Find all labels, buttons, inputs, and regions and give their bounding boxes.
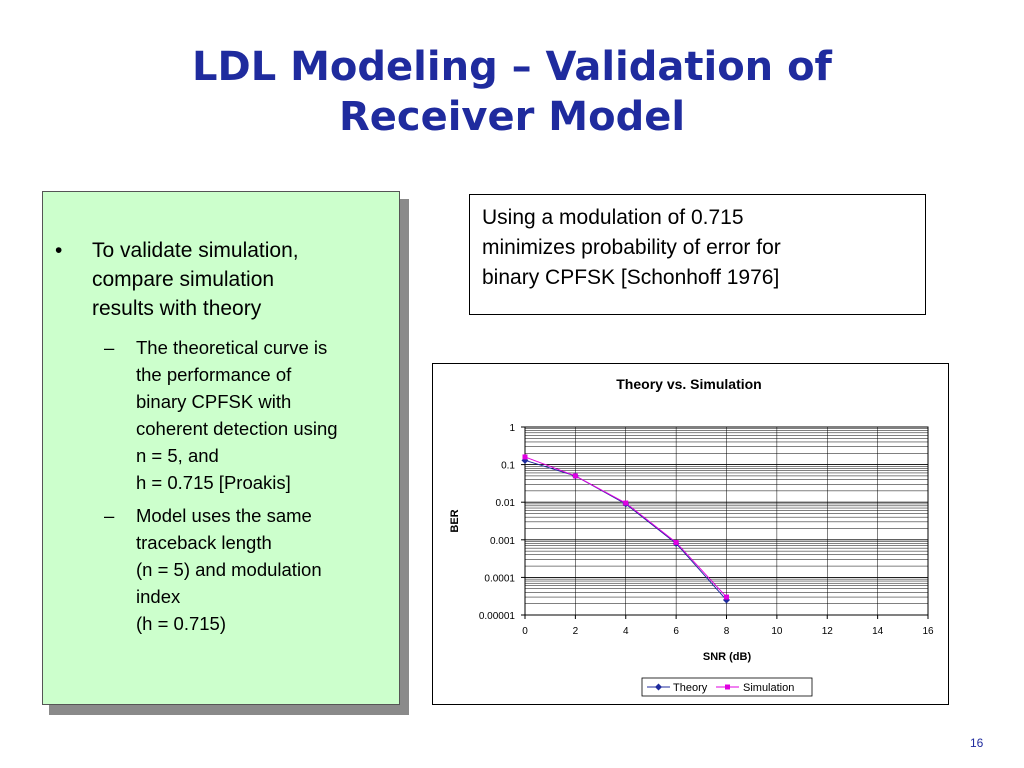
main-bullet-line: compare simulation — [92, 268, 275, 291]
legend-simulation-label: Simulation — [743, 682, 794, 694]
data-point-simulation — [673, 539, 679, 545]
legend: Theory Simulation — [641, 677, 813, 697]
chart-series — [521, 454, 730, 604]
x-tick-label: 2 — [573, 626, 579, 637]
x-axis-ticks: 0 2 4 6 8 10 12 14 16 — [522, 615, 934, 637]
slide-title-line-1: LDL Modeling – Validation of — [192, 44, 832, 90]
left-panel — [42, 191, 400, 705]
sub-bullet-symbol: – — [104, 337, 115, 358]
chart-title: Theory vs. Simulation — [616, 376, 761, 392]
info-line: Using a modulation of 0.715 — [482, 206, 744, 229]
slide-title-line-2: Receiver Model — [338, 94, 686, 140]
info-box — [469, 194, 926, 315]
data-point-simulation — [572, 473, 578, 479]
y-tick-label: 0.001 — [490, 536, 515, 547]
slide-title: LDL Modeling – Validation of Receiver Mo… — [100, 42, 924, 142]
sub-bullet-symbol: – — [104, 505, 115, 526]
data-point-simulation — [724, 594, 729, 600]
x-tick-label: 16 — [922, 626, 934, 637]
data-point-simulation — [623, 500, 629, 506]
sub-bullet-line: (n = 5) and modulation — [136, 559, 322, 580]
legend-theory-label: Theory — [673, 682, 708, 694]
info-line: minimizes probability of error for — [482, 236, 781, 259]
data-point-simulation — [522, 454, 528, 460]
main-bullet-line: To validate simulation, — [92, 239, 299, 262]
x-tick-label: 4 — [623, 626, 629, 637]
sub-bullet-line: traceback length — [136, 532, 272, 553]
y-tick-label: 1 — [509, 423, 515, 434]
sub-bullet-line: Model uses the same — [136, 505, 312, 526]
ber-chart: Theory vs. Simulation 1 0.1 0.01 0.001 0.000… — [449, 376, 934, 697]
sub-bullet-line: n = 5, and — [136, 445, 219, 466]
chart-grid — [524, 427, 929, 616]
y-tick-label: 0.00001 — [479, 611, 516, 622]
sub-bullet-line: index — [136, 586, 181, 607]
info-line: binary CPFSK [Schonhoff 1976] — [482, 266, 780, 289]
sub-bullet-line: h = 0.715 [Proakis] — [136, 472, 291, 493]
x-tick-label: 10 — [771, 626, 783, 637]
x-tick-label: 8 — [724, 626, 730, 637]
sub-bullet-line: (h = 0.715) — [136, 613, 226, 634]
sub-bullet-line: coherent detection using — [136, 418, 338, 439]
sub-bullet-line: the performance of — [136, 364, 292, 385]
sub-bullet-line: binary CPFSK with — [136, 391, 292, 412]
legend-theory-marker — [655, 683, 662, 691]
page-number: 16 — [970, 736, 984, 750]
main-bullet-line: results with theory — [92, 297, 262, 320]
x-tick-label: 0 — [522, 626, 528, 637]
x-tick-label: 14 — [872, 626, 884, 637]
bullet-symbol: • — [55, 239, 63, 262]
y-axis-label: BER — [449, 509, 461, 532]
legend-simulation-marker — [725, 684, 730, 690]
sub-bullet-theory-text: The theoretical curve is the performance… — [136, 334, 396, 496]
y-tick-label: 0.01 — [496, 498, 516, 509]
x-axis-label: SNR (dB) — [703, 651, 752, 663]
y-axis-ticks: 1 0.1 0.01 0.001 0.0001 0.00001 — [479, 423, 525, 622]
x-tick-label: 6 — [673, 626, 679, 637]
y-tick-label: 0.1 — [501, 461, 515, 472]
x-tick-label: 12 — [822, 626, 834, 637]
info-box-text: Using a modulation of 0.715 minimizes pr… — [482, 203, 922, 293]
main-bullet-text: To validate simulation, compare simulati… — [92, 236, 372, 323]
sub-bullet-line: The theoretical curve is — [136, 337, 328, 358]
sub-bullet-model-text: Model uses the same traceback length (n … — [136, 502, 396, 637]
y-tick-label: 0.0001 — [484, 573, 515, 584]
